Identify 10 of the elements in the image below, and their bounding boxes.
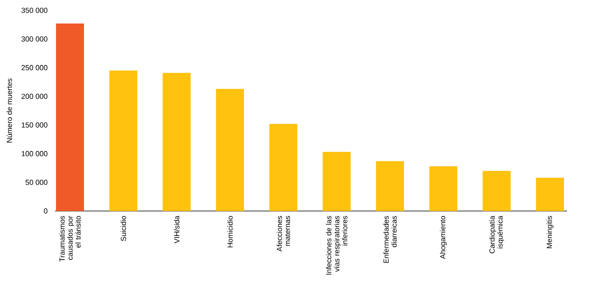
bar bbox=[56, 24, 84, 211]
bar bbox=[536, 178, 564, 211]
bar bbox=[429, 166, 458, 211]
bar bbox=[322, 152, 351, 211]
bar bbox=[216, 88, 244, 211]
bar bbox=[269, 124, 298, 211]
bar bbox=[482, 170, 511, 211]
bar bbox=[109, 70, 138, 211]
bar bbox=[162, 72, 191, 211]
bar bbox=[376, 161, 404, 211]
